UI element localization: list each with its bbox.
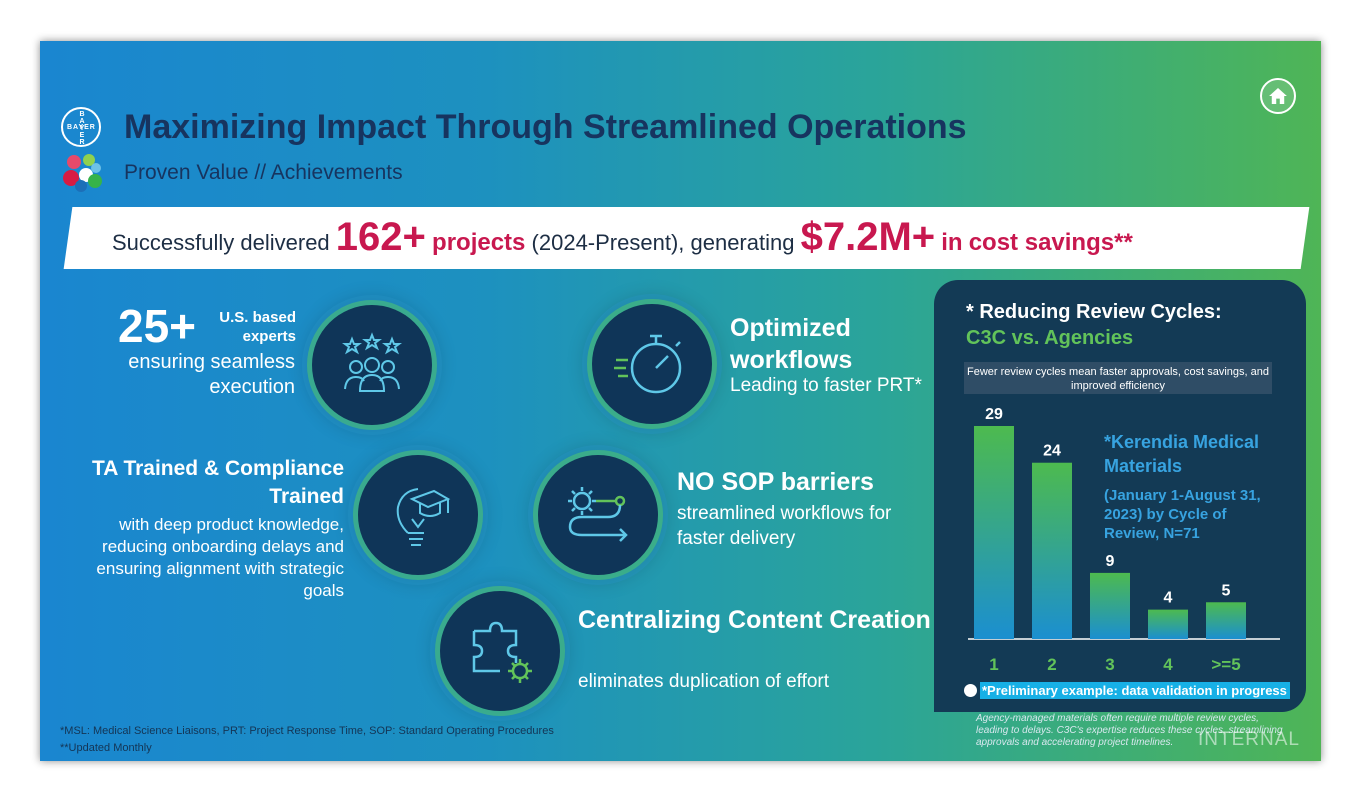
page-subtitle: Proven Value // Achievements	[124, 161, 403, 184]
bar-2	[1090, 572, 1130, 639]
bar-3	[1148, 609, 1188, 639]
preliminary-note: *Preliminary example: data validation in…	[980, 682, 1290, 699]
bar-value-label-3: 4	[1164, 590, 1173, 607]
dots-logo-icon	[63, 154, 102, 192]
content-badge	[440, 591, 560, 711]
puzzle-gear-icon	[472, 621, 532, 683]
category-label-1: 2	[1047, 655, 1056, 674]
bar-value-label-2: 9	[1106, 553, 1115, 570]
sop-badge	[538, 455, 658, 575]
bar-value-label-4: 5	[1222, 582, 1231, 599]
bar-value-label-1: 24	[1043, 443, 1061, 460]
category-label-2: 3	[1105, 655, 1114, 674]
bar-value-label-0: 29	[985, 406, 1003, 423]
lightbulb-graduation-icon	[396, 488, 451, 546]
page-title: Maximizing Impact Through Streamlined Op…	[124, 108, 967, 146]
legend-subtitle: (January 1-August 31, 2023) by Cycle of …	[1104, 487, 1261, 542]
banner-prefix: Successfully delivered	[112, 230, 330, 255]
projects-label: projects	[432, 229, 526, 256]
panel-note: Fewer review cycles mean faster approval…	[964, 362, 1272, 394]
trained-description: with deep product knowledge, reducing on…	[96, 515, 344, 600]
banner-period: (2024-Present), generating	[531, 230, 795, 255]
bayer-logo-text: BAYER	[67, 124, 96, 131]
bar-1	[1032, 462, 1072, 639]
bar-0	[974, 426, 1014, 639]
projects-count: 162+	[335, 215, 426, 259]
workflows-badge	[592, 304, 712, 424]
banner: Successfully delivered 162+ projects (20…	[112, 215, 1133, 260]
sop-description: streamlined workflows for faster deliver…	[677, 503, 892, 549]
bar-4	[1206, 602, 1246, 639]
trained-title: TA Trained & Compliance Trained	[91, 457, 344, 508]
team-stars-icon	[342, 332, 402, 392]
legend-title: *Kerendia Medical Materials	[1104, 432, 1260, 476]
workflows-description: Leading to faster PRT*	[730, 375, 922, 396]
footnote-abbreviations: *MSL: Medical Science Liaisons, PRT: Pro…	[60, 725, 554, 737]
category-label-4: >=5	[1211, 655, 1240, 674]
internal-watermark: INTERNAL	[1198, 729, 1300, 750]
content-description: eliminates duplication of effort	[578, 671, 830, 692]
panel-subtitle: C3C vs. Agencies	[966, 327, 1134, 349]
home-button[interactable]	[1260, 78, 1296, 114]
trained-badge	[358, 455, 478, 575]
category-label-3: 4	[1163, 655, 1173, 674]
footnote-updated: **Updated Monthly	[60, 742, 152, 754]
panel-title: * Reducing Review Cycles:	[966, 301, 1222, 323]
home-icon	[1269, 88, 1287, 104]
savings-amount: $7.2M+	[800, 215, 936, 259]
category-label-0: 1	[989, 655, 998, 674]
info-dot-icon	[964, 684, 977, 697]
content-title: Centralizing Content Creation	[578, 606, 931, 634]
sop-title: NO SOP barriers	[677, 468, 874, 496]
review-cycles-panel: * Reducing Review Cycles: C3C vs. Agenci…	[934, 280, 1306, 712]
workflows-title: Optimized workflows	[730, 314, 853, 374]
experts-description: ensuring seamless execution	[128, 351, 295, 398]
savings-label: cost savings**	[968, 229, 1133, 256]
experts-count: 25+	[118, 300, 197, 352]
experts-label: U.S. based experts	[219, 309, 296, 345]
agency-note: Agency-managed materials often require m…	[976, 713, 1283, 748]
gear-arrows-icon	[568, 487, 628, 542]
stopwatch-icon	[614, 334, 682, 394]
experts-badge	[312, 305, 432, 425]
savings-in: in	[941, 229, 963, 256]
